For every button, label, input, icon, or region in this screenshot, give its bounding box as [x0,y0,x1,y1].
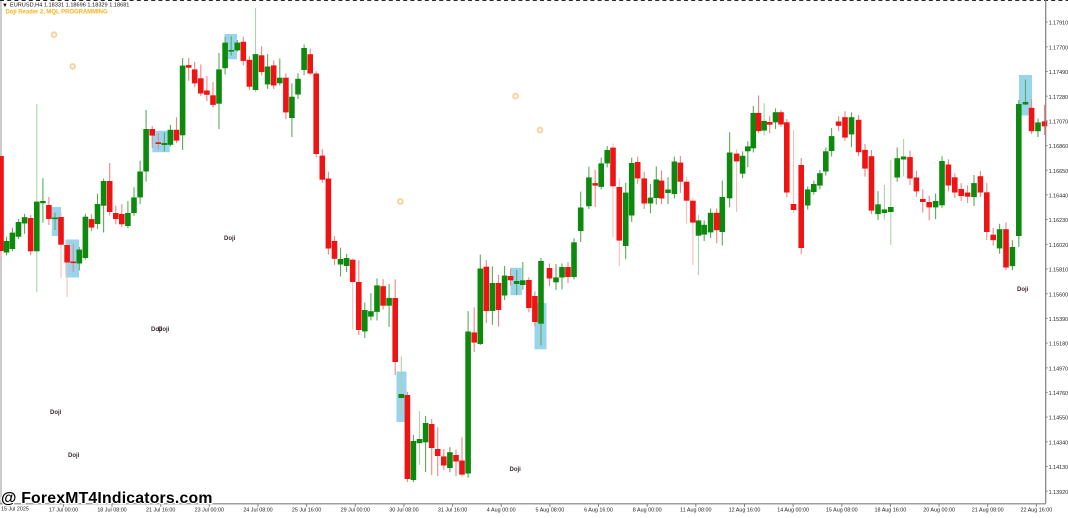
svg-text:1.15180: 1.15180 [1049,342,1068,348]
svg-text:EURUSD,H4 1.18331 1.18696 1.1: EURUSD,H4 1.18331 1.18696 1.18329 1.1868… [10,3,129,9]
svg-text:1.14340: 1.14340 [1049,440,1068,446]
svg-text:15 Aug 08:00: 15 Aug 08:00 [826,508,858,514]
svg-text:25 Jul 16:00: 25 Jul 16:00 [292,508,321,514]
svg-text:31 Jul 16:00: 31 Jul 16:00 [438,508,467,514]
svg-text:8 Aug 00:00: 8 Aug 00:00 [633,508,662,514]
svg-text:Doji: Doji [510,467,522,473]
svg-text:30 Jul 08:00: 30 Jul 08:00 [389,508,418,514]
svg-text:Doji: Doji [50,410,62,416]
svg-text:1.14760: 1.14760 [1049,391,1068,397]
svg-text:Doji: Doji [158,327,170,333]
svg-text:1.15390: 1.15390 [1049,317,1068,323]
svg-text:1.16020: 1.16020 [1049,243,1068,249]
svg-text:Doji: Doji [224,236,236,242]
svg-text:18 Jul 08:00: 18 Jul 08:00 [97,508,126,514]
svg-text:14 Aug 00:00: 14 Aug 00:00 [777,508,809,514]
svg-text:1.16650: 1.16650 [1049,169,1068,175]
svg-text:1.14550: 1.14550 [1049,416,1068,422]
svg-text:1.13920: 1.13920 [1049,490,1068,496]
svg-text:21 Aug 08:00: 21 Aug 08:00 [972,508,1004,514]
svg-text:17 Jul 00:00: 17 Jul 00:00 [49,508,78,514]
svg-text:1.15600: 1.15600 [1049,292,1068,298]
svg-text:18 Aug 16:00: 18 Aug 16:00 [875,508,907,514]
svg-text:1.17280: 1.17280 [1049,95,1068,101]
svg-text:Doji: Doji [151,327,163,333]
svg-text:4 Aug 00:00: 4 Aug 00:00 [487,508,516,514]
svg-text:1.17490: 1.17490 [1049,70,1068,76]
svg-text:@ ForexMT4Indicators.com: @ ForexMT4Indicators.com [1,490,213,507]
svg-text:1.17910: 1.17910 [1049,21,1068,27]
svg-text:6 Aug 16:00: 6 Aug 16:00 [584,508,613,514]
svg-text:1.14130: 1.14130 [1049,465,1068,471]
svg-text:15 Jul 2025: 15 Jul 2025 [1,507,29,513]
svg-text:Doji: Doji [1017,287,1029,293]
svg-text:5 Aug 08:00: 5 Aug 08:00 [536,508,565,514]
svg-text:1.16860: 1.16860 [1049,144,1068,150]
svg-text:1.17070: 1.17070 [1049,120,1068,126]
svg-text:▼: ▼ [2,3,8,9]
svg-text:1.14970: 1.14970 [1049,366,1068,372]
svg-text:12 Aug 16:00: 12 Aug 16:00 [729,508,761,514]
svg-text:23 Jul 00:00: 23 Jul 00:00 [195,508,224,514]
svg-text:24 Jul 08:00: 24 Jul 08:00 [243,508,272,514]
svg-text:22 Aug 16:00: 22 Aug 16:00 [1021,508,1053,514]
svg-text:1.15810: 1.15810 [1049,268,1068,274]
svg-text:1.16230: 1.16230 [1049,218,1068,224]
svg-text:29 Jul 00:00: 29 Jul 00:00 [341,508,370,514]
svg-text:1.17700: 1.17700 [1049,45,1068,51]
svg-text:Doji: Doji [68,453,80,459]
svg-text:Doji Reader 2, MQL PROGRAMMING: Doji Reader 2, MQL PROGRAMMING [6,10,108,16]
svg-text:21 Jul 16:00: 21 Jul 16:00 [146,508,175,514]
svg-text:20 Aug 00:00: 20 Aug 00:00 [923,508,955,514]
svg-text:11 Aug 08:00: 11 Aug 08:00 [680,508,711,514]
svg-text:1.16440: 1.16440 [1049,194,1068,200]
